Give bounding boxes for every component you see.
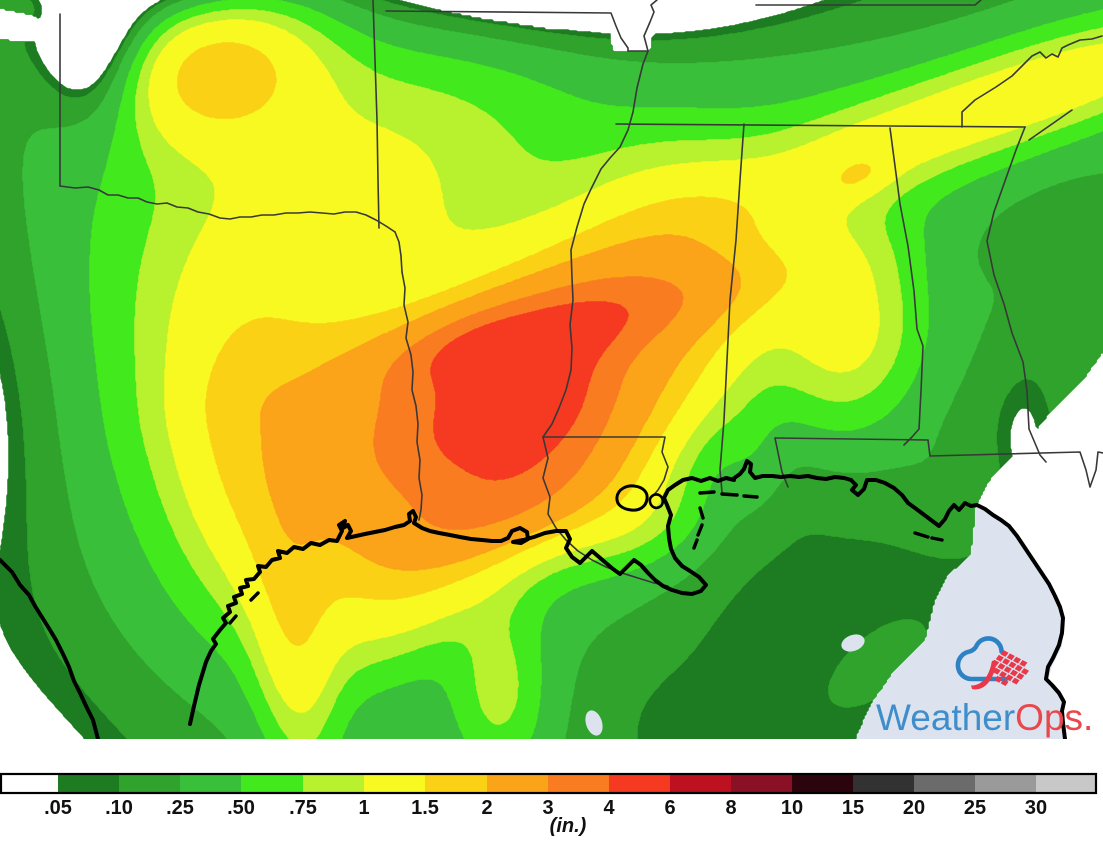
svg-text:.25: .25	[166, 797, 194, 819]
svg-text:WeatherOps.: WeatherOps.	[876, 697, 1093, 738]
svg-text:15: 15	[842, 797, 864, 819]
svg-text:6: 6	[664, 797, 675, 819]
svg-text:.50: .50	[227, 797, 255, 819]
svg-text:1.5: 1.5	[411, 797, 439, 819]
svg-text:.10: .10	[105, 797, 133, 819]
svg-text:20: 20	[903, 797, 925, 819]
svg-text:2: 2	[481, 797, 492, 819]
svg-text:4: 4	[603, 797, 615, 819]
svg-text:30: 30	[1025, 797, 1047, 819]
svg-text:10: 10	[781, 797, 803, 819]
svg-text:(in.): (in.)	[550, 815, 587, 837]
svg-text:.05: .05	[44, 797, 72, 819]
svg-text:3: 3	[542, 797, 553, 819]
svg-text:8: 8	[725, 797, 736, 819]
svg-text:1: 1	[358, 797, 369, 819]
svg-text:.75: .75	[289, 797, 317, 819]
svg-text:25: 25	[964, 797, 986, 819]
